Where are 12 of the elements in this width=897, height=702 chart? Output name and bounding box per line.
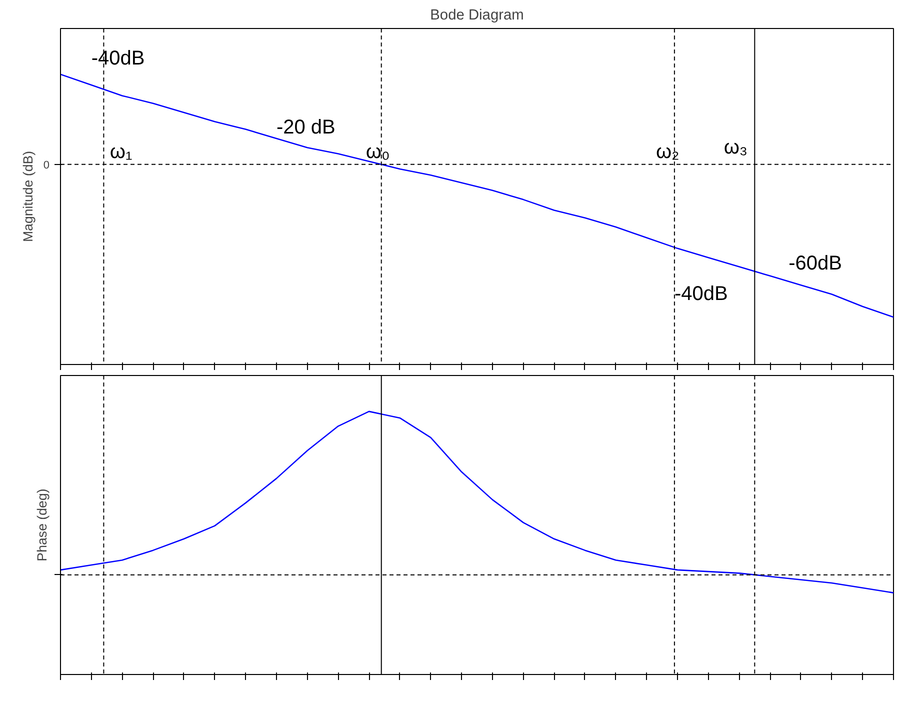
annotation: -60dB [788, 252, 842, 274]
annotation: ω₂ [656, 140, 680, 163]
ref-line-label: 0 [43, 159, 50, 172]
text: -40dB [91, 48, 145, 70]
y-axis-title: Magnitude (dB) [20, 150, 36, 242]
annotation: ω₃ [724, 136, 748, 158]
chart-title: Bode Diagram [430, 8, 524, 24]
annotation: ω₁ [110, 140, 132, 163]
y-axis-title: Phase (deg) [34, 488, 50, 562]
annotation: -40dB [674, 282, 728, 305]
annotation: -20 dB [276, 116, 336, 138]
annotation: ω₀ [366, 140, 390, 163]
